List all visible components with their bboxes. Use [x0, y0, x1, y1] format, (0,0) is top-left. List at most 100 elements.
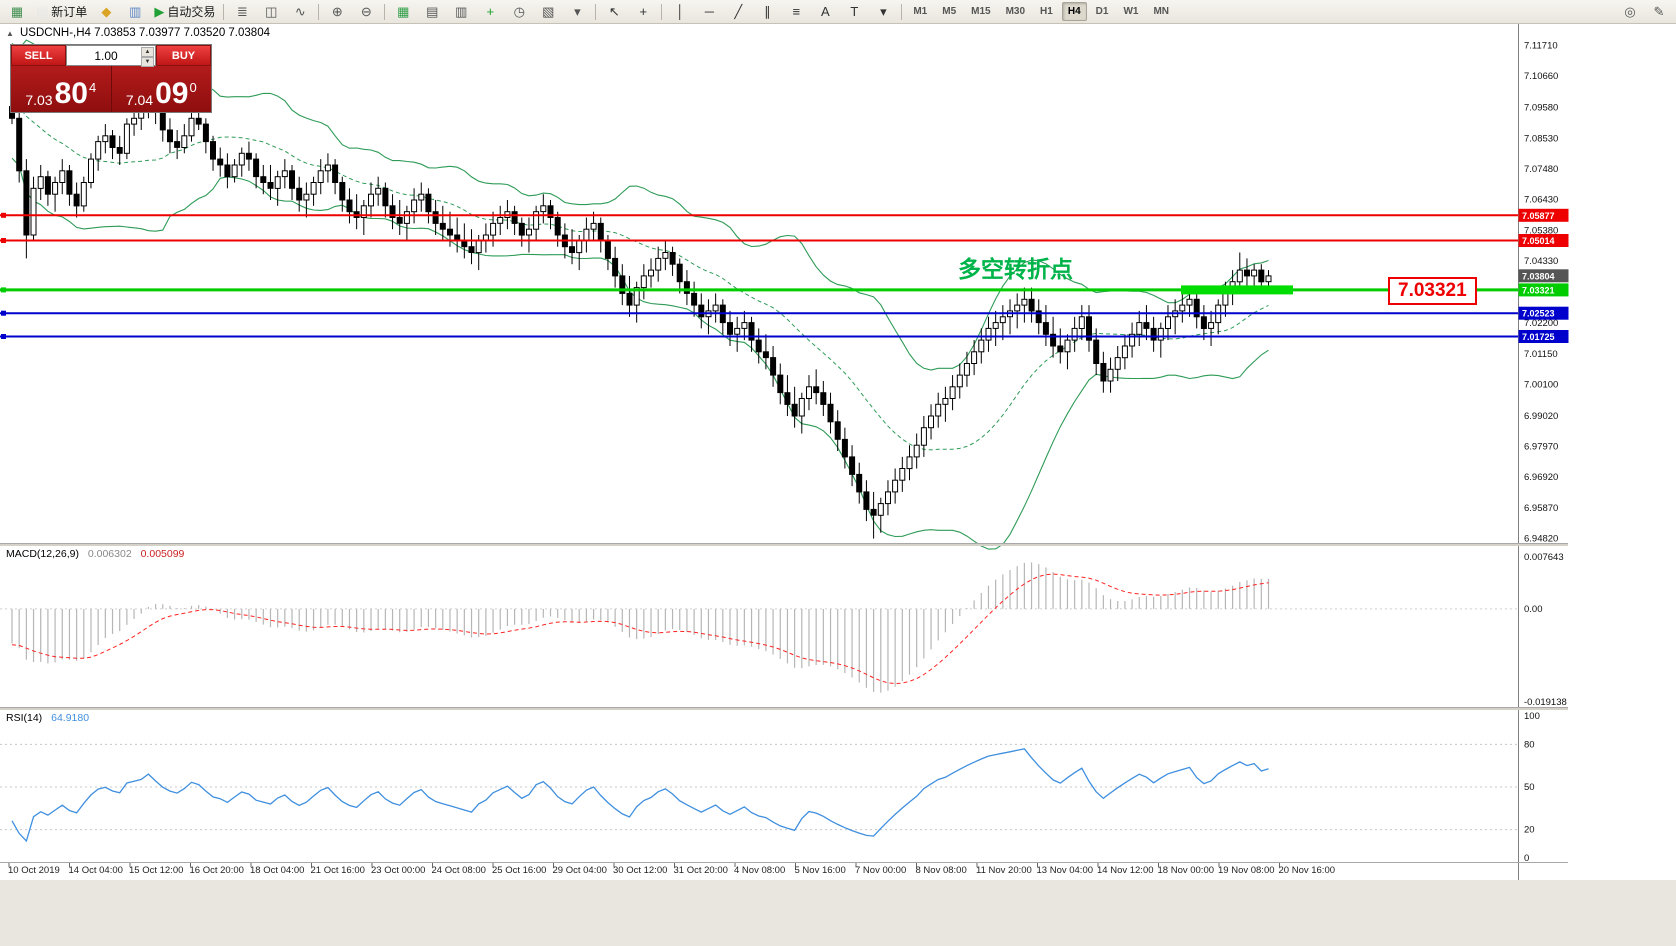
chart-background	[0, 24, 1676, 880]
toolbar-separator	[384, 3, 386, 20]
volume-up-arrow[interactable]: ▲	[141, 47, 154, 57]
sell-price-main: 80	[54, 77, 88, 111]
timeframe-m15-button[interactable]: M15	[971, 6, 991, 17]
svg-text:7.00100: 7.00100	[1524, 379, 1558, 390]
svg-text:7.05877: 7.05877	[1522, 211, 1555, 221]
svg-text:16 Oct 20:00: 16 Oct 20:00	[190, 865, 244, 876]
timeframe-mn-button[interactable]: MN	[1153, 6, 1169, 17]
new-order-icon: ▤	[36, 3, 49, 19]
auto-trading-icon: ▶	[154, 3, 165, 19]
svg-text:25 Oct 16:00: 25 Oct 16:00	[492, 865, 546, 876]
pivot-annotation: 多空转折点	[958, 256, 1073, 282]
pane-splitter-macd[interactable]	[0, 543, 1568, 546]
timeframe-w1-button[interactable]: W1	[1123, 6, 1139, 17]
timeframe-h4-button[interactable]: H4	[1061, 2, 1087, 21]
sell-button[interactable]: SELL	[11, 45, 66, 66]
volume-input[interactable]	[67, 47, 155, 64]
svg-text:7.07480: 7.07480	[1524, 164, 1558, 175]
search-icon[interactable]: ◎	[1616, 1, 1644, 23]
timeframe-m1-button[interactable]: M1	[913, 6, 928, 17]
text-tool-icon[interactable]: A	[811, 1, 839, 23]
zoom-in-icon[interactable]: ⊕	[323, 1, 351, 23]
cascade-windows-icon[interactable]: ▥	[447, 1, 475, 23]
horizontal-line-icon[interactable]: ─	[695, 1, 723, 23]
vertical-line-icon[interactable]: │	[666, 1, 694, 23]
pane-splitter-rsi[interactable]	[0, 707, 1568, 710]
candlestick-mode-icon[interactable]: ◫	[257, 1, 285, 23]
add-indicator-icon[interactable]: +	[476, 1, 504, 23]
price-axis[interactable]: 7.11710 7.10660 7.09580 7.08530 7.07480 7.064…	[1518, 24, 1569, 880]
tile-windows-icon: ▤	[426, 3, 439, 19]
macd-value-signal: 0.005099	[140, 548, 185, 560]
auto-trading-button[interactable]: ▶ 自动交易	[150, 1, 219, 23]
volume-down-arrow[interactable]: ▼	[141, 57, 154, 67]
template-dropdown-icon[interactable]: ▾	[563, 1, 591, 23]
profile-icon: ▥	[129, 3, 142, 19]
horizontal-levels[interactable]	[0, 212, 1518, 339]
svg-text:6.99020: 6.99020	[1524, 411, 1558, 422]
svg-text:-0.019138: -0.019138	[1524, 697, 1567, 708]
toolbar-button-label: 自动交易	[167, 5, 216, 19]
rsi-value: 64.9180	[51, 712, 90, 724]
macd-value-main: 0.006302	[87, 548, 132, 560]
bar-chart-mode-icon[interactable]: ≣	[228, 1, 256, 23]
bollinger-bands	[11, 39, 1269, 550]
svg-text:7.06430: 7.06430	[1524, 195, 1558, 206]
mql-market-icon[interactable]: ◆	[92, 1, 120, 23]
fibonacci-icon[interactable]: ≡	[782, 1, 810, 23]
rsi-name: RSI(14)	[6, 712, 43, 724]
profile-icon[interactable]: ▥	[121, 1, 149, 23]
app-icon[interactable]: ▦	[3, 1, 31, 23]
template-chart-icon[interactable]: ▧	[534, 1, 562, 23]
svg-text:0.00: 0.00	[1524, 604, 1543, 615]
zoom-out-icon[interactable]: ⊖	[352, 1, 380, 23]
channel-icon: ∥	[764, 3, 771, 19]
time-axis[interactable]: 10 Oct 2019 14 Oct 04:00 15 Oct 12:00 16 Oc…	[8, 863, 1335, 876]
cursor-icon: ↖	[608, 3, 620, 19]
crosshair-icon[interactable]: +	[629, 1, 657, 23]
svg-text:20 Nov 16:00: 20 Nov 16:00	[1279, 865, 1336, 876]
toolbar-separator	[318, 3, 320, 20]
sell-price-prefix: 7.03	[25, 92, 53, 108]
sell-price-pip: 4	[88, 80, 97, 95]
channel-icon[interactable]: ∥	[753, 1, 781, 23]
svg-text:7.02200: 7.02200	[1524, 318, 1558, 329]
timeframe-d1-button[interactable]: D1	[1095, 6, 1109, 17]
tester-grid-icon[interactable]: ▦	[389, 1, 417, 23]
bar-chart-mode-icon: ≣	[236, 3, 248, 19]
period-clock-icon[interactable]: ◷	[505, 1, 533, 23]
buy-price-display[interactable]: 7.04 09 0	[112, 66, 212, 112]
line-chart-mode-icon[interactable]: ∿	[286, 1, 314, 23]
svg-text:6.94820: 6.94820	[1524, 534, 1558, 545]
svg-text:7.05014: 7.05014	[1522, 236, 1555, 246]
svg-text:15 Oct 12:00: 15 Oct 12:00	[129, 865, 183, 876]
shapes-dropdown-icon[interactable]: ▾	[869, 1, 897, 23]
timeframe-m30-button[interactable]: M30	[1005, 6, 1026, 17]
zoom-out-icon: ⊖	[360, 3, 372, 19]
svg-text:7.11710: 7.11710	[1524, 41, 1558, 52]
svg-text:14 Nov 12:00: 14 Nov 12:00	[1097, 865, 1154, 876]
shapes-dropdown-icon: ▾	[880, 3, 887, 19]
buy-button[interactable]: BUY	[156, 45, 211, 66]
macd-name: MACD(12,26,9)	[6, 548, 79, 560]
svg-text:7.03804: 7.03804	[1522, 271, 1555, 281]
svg-text:6.97970: 6.97970	[1524, 442, 1558, 453]
sell-price-display[interactable]: 7.03 80 4	[11, 66, 111, 112]
cascade-windows-icon: ▥	[455, 3, 468, 19]
trendline-icon[interactable]: ╱	[724, 1, 752, 23]
label-tool-icon[interactable]: T	[840, 1, 868, 23]
compose-icon[interactable]: ✎	[1645, 1, 1673, 23]
cursor-icon[interactable]: ↖	[600, 1, 628, 23]
tester-grid-icon: ▦	[397, 3, 410, 19]
svg-text:100: 100	[1524, 711, 1540, 722]
timeframe-h1-button[interactable]: H1	[1040, 6, 1053, 17]
fibonacci-icon: ≡	[792, 4, 801, 19]
svg-text:6.96920: 6.96920	[1524, 472, 1558, 483]
bottom-area	[0, 880, 1676, 946]
new-order-button[interactable]: ▤ 新订单	[32, 1, 91, 23]
timeframe-m5-button[interactable]: M5	[942, 6, 957, 17]
tile-windows-icon[interactable]: ▤	[418, 1, 446, 23]
quick-trade-collapse-arrow[interactable]: ▲	[6, 29, 14, 38]
